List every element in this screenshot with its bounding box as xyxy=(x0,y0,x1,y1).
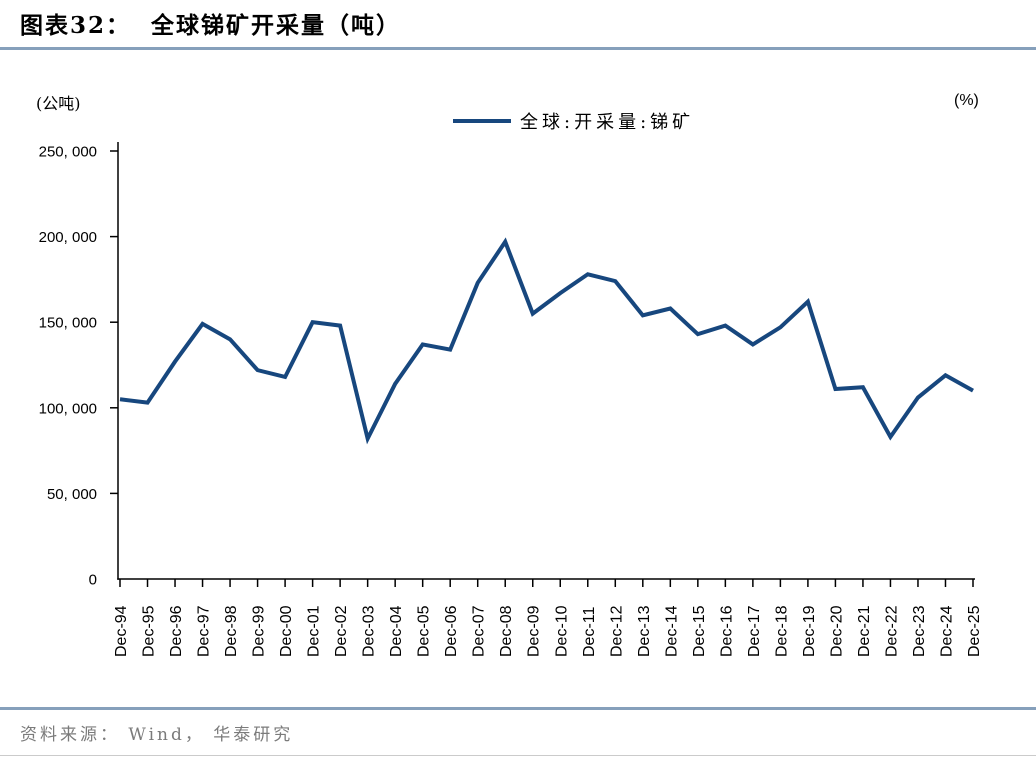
y-tick-label: 250, 000 xyxy=(39,144,97,161)
y-tick-label: 50, 000 xyxy=(47,486,97,503)
x-tick-label: Dec-99 xyxy=(251,605,268,657)
footer-divider xyxy=(0,707,1036,710)
x-tick-label: Dec-01 xyxy=(306,605,323,657)
x-tick-label: Dec-24 xyxy=(938,605,955,657)
legend-series-label: 全球:开采量:锑矿 xyxy=(520,112,695,133)
y-tick-label: 150, 000 xyxy=(39,315,97,332)
x-tick-label: Dec-17 xyxy=(746,605,763,657)
x-tick-label: Dec-21 xyxy=(856,605,873,657)
x-tick-label: Dec-23 xyxy=(911,605,928,657)
x-tick-label: Dec-12 xyxy=(608,605,625,657)
left-axis-unit-label: (公吨) xyxy=(36,94,81,113)
x-tick-label: Dec-09 xyxy=(526,605,543,657)
x-tick-label: Dec-00 xyxy=(278,605,295,657)
figure-title: 图表32： 全球锑矿开采量（吨） xyxy=(20,12,402,39)
x-tick-label: Dec-06 xyxy=(443,605,460,657)
y-tick-label: 100, 000 xyxy=(39,400,97,417)
x-tick-label: Dec-98 xyxy=(223,605,240,657)
x-tick-label: Dec-15 xyxy=(691,605,708,657)
legend-line-swatch xyxy=(453,119,511,123)
line-chart-canvas: 0 50, 000 100, 000 150, 000 200, 000 250, 000… xyxy=(39,142,983,657)
x-tick-label: Dec-05 xyxy=(416,605,433,657)
x-tick-label: Dec-18 xyxy=(773,605,790,657)
x-tick-label: Dec-03 xyxy=(361,605,378,657)
x-tick-label: Dec-19 xyxy=(801,605,818,657)
x-tick-label: Dec-07 xyxy=(471,605,488,657)
y-tick-label: 200, 000 xyxy=(39,229,97,246)
x-tick-label: Dec-96 xyxy=(168,605,185,657)
x-tick-label: Dec-97 xyxy=(196,605,213,657)
x-tick-label: Dec-94 xyxy=(113,605,130,657)
x-tick-label: Dec-08 xyxy=(498,605,515,657)
right-axis-unit-label: (%) xyxy=(954,92,979,109)
x-tick-label: Dec-14 xyxy=(663,605,680,657)
x-tick-label: Dec-04 xyxy=(388,605,405,657)
axes xyxy=(110,142,975,587)
x-tick-label: Dec-22 xyxy=(883,605,900,657)
x-tick-label: Dec-11 xyxy=(581,607,598,657)
x-tick-label: Dec-95 xyxy=(141,605,158,657)
x-tick-label: Dec-25 xyxy=(966,605,983,657)
chart-legend: 全球:开采量:锑矿 xyxy=(453,110,695,133)
bottom-divider xyxy=(0,755,1036,756)
x-tick-label: Dec-20 xyxy=(828,605,845,657)
x-tick-label: Dec-13 xyxy=(636,605,653,657)
x-tick-label: Dec-10 xyxy=(553,605,570,657)
series-line xyxy=(119,237,974,445)
title-divider xyxy=(0,47,1036,50)
x-tick-label: Dec-16 xyxy=(718,605,735,657)
y-tick-label: 0 xyxy=(89,572,97,589)
source-attribution: 资料来源： Wind， 华泰研究 xyxy=(20,725,294,745)
x-tick-label: Dec-02 xyxy=(333,605,350,657)
